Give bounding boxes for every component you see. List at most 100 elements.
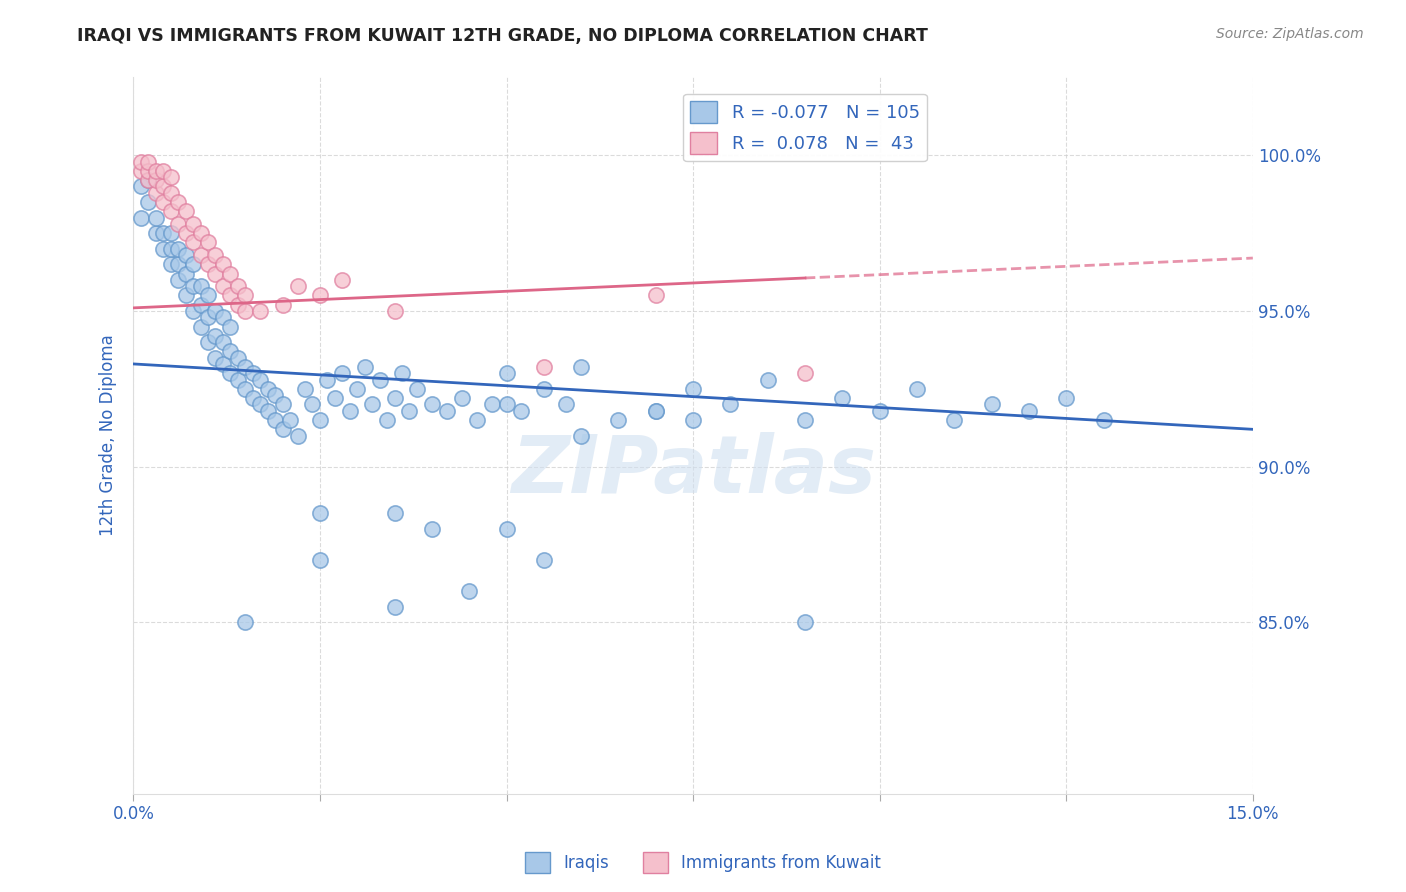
Point xyxy=(145,164,167,178)
Point xyxy=(495,397,517,411)
Point xyxy=(159,257,181,271)
Point xyxy=(219,267,242,281)
Point xyxy=(219,344,242,359)
Point xyxy=(644,403,666,417)
Point xyxy=(353,359,375,374)
Point xyxy=(644,403,666,417)
Point xyxy=(226,298,249,312)
Point xyxy=(152,194,174,209)
Point xyxy=(181,257,204,271)
Point xyxy=(167,242,190,256)
Point xyxy=(145,211,167,225)
Point xyxy=(159,170,181,185)
Point xyxy=(323,391,346,405)
Point xyxy=(607,413,630,427)
Point xyxy=(167,217,190,231)
Point xyxy=(249,397,271,411)
Point xyxy=(264,413,287,427)
Point xyxy=(1054,391,1077,405)
Point xyxy=(159,186,181,200)
Point xyxy=(136,173,159,187)
Point xyxy=(271,298,294,312)
Point xyxy=(361,397,384,411)
Point xyxy=(226,372,249,386)
Point xyxy=(555,397,578,411)
Point xyxy=(204,248,226,262)
Point xyxy=(219,366,242,380)
Point xyxy=(271,397,294,411)
Point xyxy=(316,372,339,386)
Point xyxy=(174,267,197,281)
Point xyxy=(533,382,555,396)
Point xyxy=(384,391,406,405)
Point xyxy=(233,382,256,396)
Point xyxy=(174,204,197,219)
Point xyxy=(197,235,219,250)
Point xyxy=(204,267,226,281)
Point xyxy=(682,413,704,427)
Point xyxy=(398,403,420,417)
Point xyxy=(129,211,152,225)
Point xyxy=(495,522,517,536)
Point xyxy=(384,304,406,318)
Point xyxy=(794,615,817,630)
Point xyxy=(212,335,235,350)
Point xyxy=(212,257,235,271)
Text: IRAQI VS IMMIGRANTS FROM KUWAIT 12TH GRADE, NO DIPLOMA CORRELATION CHART: IRAQI VS IMMIGRANTS FROM KUWAIT 12TH GRA… xyxy=(77,27,928,45)
Point xyxy=(375,413,398,427)
Point xyxy=(256,403,278,417)
Point xyxy=(339,403,361,417)
Point xyxy=(869,403,891,417)
Point xyxy=(219,288,242,302)
Point xyxy=(226,351,249,365)
Point xyxy=(167,257,190,271)
Point xyxy=(330,273,353,287)
Point xyxy=(129,154,152,169)
Point xyxy=(242,366,264,380)
Point xyxy=(569,428,592,442)
Point xyxy=(287,279,309,293)
Point xyxy=(190,226,212,240)
Point xyxy=(346,382,368,396)
Point xyxy=(181,279,204,293)
Point xyxy=(718,397,741,411)
Point xyxy=(129,179,152,194)
Point xyxy=(212,310,235,325)
Point xyxy=(212,357,235,371)
Point xyxy=(278,413,301,427)
Point xyxy=(136,154,159,169)
Point xyxy=(368,372,391,386)
Point xyxy=(174,226,197,240)
Point xyxy=(391,366,413,380)
Point xyxy=(980,397,1002,411)
Point xyxy=(167,273,190,287)
Point xyxy=(197,335,219,350)
Point xyxy=(145,226,167,240)
Point xyxy=(159,204,181,219)
Point xyxy=(458,584,481,599)
Point xyxy=(145,173,167,187)
Point xyxy=(219,319,242,334)
Point xyxy=(465,413,488,427)
Point xyxy=(152,226,174,240)
Point xyxy=(495,366,517,380)
Point xyxy=(943,413,966,427)
Point xyxy=(264,388,287,402)
Point xyxy=(181,304,204,318)
Point xyxy=(420,522,443,536)
Legend: Iraqis, Immigrants from Kuwait: Iraqis, Immigrants from Kuwait xyxy=(519,846,887,880)
Point xyxy=(309,507,332,521)
Point xyxy=(294,382,316,396)
Point xyxy=(436,403,458,417)
Point xyxy=(481,397,503,411)
Point xyxy=(181,217,204,231)
Point xyxy=(287,428,309,442)
Point xyxy=(233,304,256,318)
Text: ZIPatlas: ZIPatlas xyxy=(510,433,876,510)
Point xyxy=(190,279,212,293)
Point xyxy=(794,413,817,427)
Point xyxy=(420,397,443,411)
Point xyxy=(450,391,472,405)
Point xyxy=(152,242,174,256)
Point xyxy=(136,194,159,209)
